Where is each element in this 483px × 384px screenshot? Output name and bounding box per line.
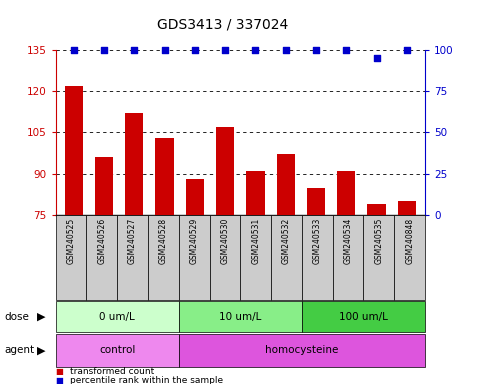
Text: GSM240526: GSM240526 bbox=[97, 218, 106, 264]
Text: ■: ■ bbox=[56, 367, 63, 376]
Point bbox=[100, 47, 108, 53]
Bar bbox=[394, 215, 425, 300]
Point bbox=[130, 47, 138, 53]
Text: GSM240532: GSM240532 bbox=[282, 218, 291, 264]
Text: 10 um/L: 10 um/L bbox=[219, 312, 261, 322]
Text: ▶: ▶ bbox=[37, 312, 45, 322]
Bar bbox=[302, 215, 333, 300]
Bar bbox=[86, 215, 117, 300]
Text: GSM240533: GSM240533 bbox=[313, 218, 322, 264]
Text: dose: dose bbox=[5, 312, 30, 322]
Bar bbox=[186, 179, 204, 215]
Text: homocysteine: homocysteine bbox=[265, 345, 339, 356]
Text: agent: agent bbox=[5, 345, 35, 356]
Bar bbox=[179, 215, 210, 300]
Text: GSM240535: GSM240535 bbox=[374, 218, 384, 264]
Text: ■: ■ bbox=[56, 376, 63, 384]
Bar bbox=[56, 301, 179, 332]
Bar bbox=[364, 215, 394, 300]
Bar bbox=[179, 301, 302, 332]
Bar bbox=[156, 138, 174, 215]
Bar bbox=[148, 215, 179, 300]
Bar bbox=[246, 171, 265, 215]
Bar bbox=[216, 127, 234, 215]
Text: GSM240848: GSM240848 bbox=[405, 218, 414, 264]
Point bbox=[312, 47, 320, 53]
Text: control: control bbox=[99, 345, 135, 356]
Bar bbox=[125, 113, 143, 215]
Point bbox=[403, 47, 411, 53]
Text: GSM240527: GSM240527 bbox=[128, 218, 137, 264]
Text: GSM240529: GSM240529 bbox=[190, 218, 199, 264]
Bar bbox=[271, 215, 302, 300]
Point bbox=[282, 47, 290, 53]
Bar bbox=[179, 334, 425, 367]
Text: percentile rank within the sample: percentile rank within the sample bbox=[70, 376, 223, 384]
Point bbox=[221, 47, 229, 53]
Text: GSM240528: GSM240528 bbox=[159, 218, 168, 264]
Point bbox=[70, 47, 78, 53]
Text: ▶: ▶ bbox=[37, 345, 45, 356]
Bar bbox=[302, 301, 425, 332]
Bar bbox=[333, 215, 364, 300]
Bar bbox=[210, 215, 240, 300]
Bar bbox=[398, 201, 416, 215]
Bar bbox=[56, 334, 179, 367]
Text: 100 um/L: 100 um/L bbox=[339, 312, 388, 322]
Text: GSM240525: GSM240525 bbox=[67, 218, 75, 264]
Bar bbox=[337, 171, 355, 215]
Bar bbox=[95, 157, 113, 215]
Text: transformed count: transformed count bbox=[70, 367, 154, 376]
Point bbox=[373, 55, 381, 61]
Text: GSM240530: GSM240530 bbox=[220, 218, 229, 264]
Text: GSM240534: GSM240534 bbox=[343, 218, 353, 264]
Bar bbox=[56, 215, 86, 300]
Bar bbox=[65, 86, 83, 215]
Bar bbox=[368, 204, 385, 215]
Point bbox=[191, 47, 199, 53]
Point bbox=[161, 47, 169, 53]
Bar bbox=[117, 215, 148, 300]
Point bbox=[342, 47, 350, 53]
Text: GSM240531: GSM240531 bbox=[251, 218, 260, 264]
Text: 0 um/L: 0 um/L bbox=[99, 312, 135, 322]
Bar bbox=[277, 154, 295, 215]
Point bbox=[252, 47, 259, 53]
Text: GDS3413 / 337024: GDS3413 / 337024 bbox=[156, 17, 288, 31]
Bar bbox=[307, 187, 325, 215]
Bar bbox=[241, 215, 271, 300]
